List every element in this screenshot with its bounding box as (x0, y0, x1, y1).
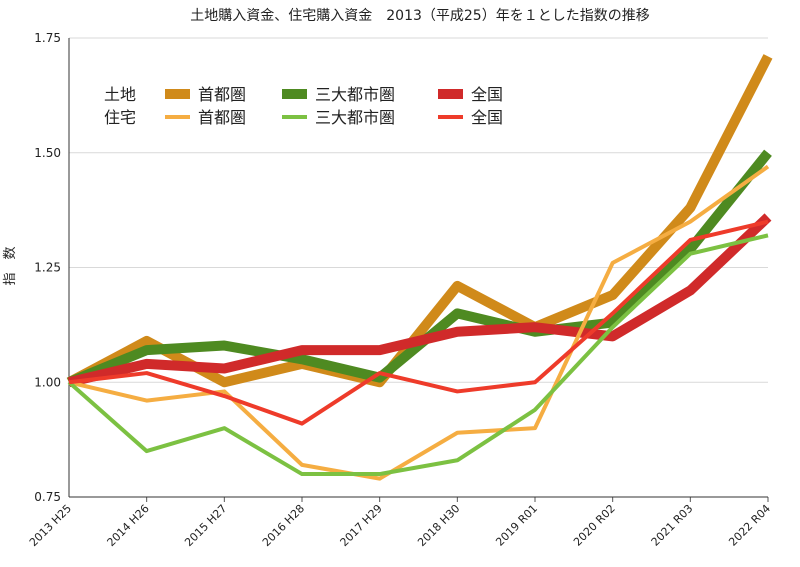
y-tick-label: 1.00 (34, 375, 61, 389)
axes (68, 38, 768, 498)
legend-group-label: 住宅 (104, 108, 136, 127)
legend-label-4: 三大都市圏 (315, 108, 395, 127)
x-tick-label: 2021 R03 (649, 502, 696, 549)
chart-title: 土地購入資金、住宅購入資金 2013（平成25）年を１とした指数の推移 (190, 8, 649, 24)
legend-label-2: 全国 (471, 85, 503, 104)
x-tick-label: 2016 H28 (260, 502, 307, 549)
series-line-3 (68, 164, 770, 481)
legend-label-1: 三大都市圏 (315, 85, 395, 104)
x-tick-label: 2022 R04 (726, 502, 773, 549)
x-tick-label: 2013 H25 (27, 502, 74, 549)
y-axis-label: 指 数 (3, 246, 18, 285)
x-tick-label: 2020 R02 (571, 502, 618, 549)
x-tick-label: 2014 H26 (105, 502, 152, 549)
x-tick-label: 2017 H29 (338, 502, 385, 549)
series-line-0 (66, 54, 773, 388)
series-line-2 (67, 213, 772, 388)
series-lines (66, 54, 773, 481)
legend-label-0: 首都圏 (198, 85, 246, 104)
legend-label-5: 全国 (471, 108, 503, 127)
legend-group-label: 土地 (104, 85, 136, 104)
y-tick-label: 1.50 (34, 146, 61, 160)
y-tick-label: 1.75 (34, 31, 61, 45)
y-tick-label: 0.75 (34, 490, 61, 504)
series-line-5 (68, 219, 769, 426)
legend-label-3: 首都圏 (198, 108, 246, 127)
series-line-4 (67, 233, 769, 477)
y-tick-labels: 0.75 1.00 1.25 1.50 1.75 (34, 31, 61, 504)
y-tick-label: 1.25 (34, 261, 61, 275)
x-tick-label: 2019 R01 (493, 502, 540, 549)
x-tick-labels: 2013 H25 2014 H26 2015 H27 2016 H28 2017 H29… (27, 502, 773, 549)
x-tick-label: 2015 H27 (182, 502, 229, 549)
x-tick-label: 2018 H30 (415, 502, 462, 549)
